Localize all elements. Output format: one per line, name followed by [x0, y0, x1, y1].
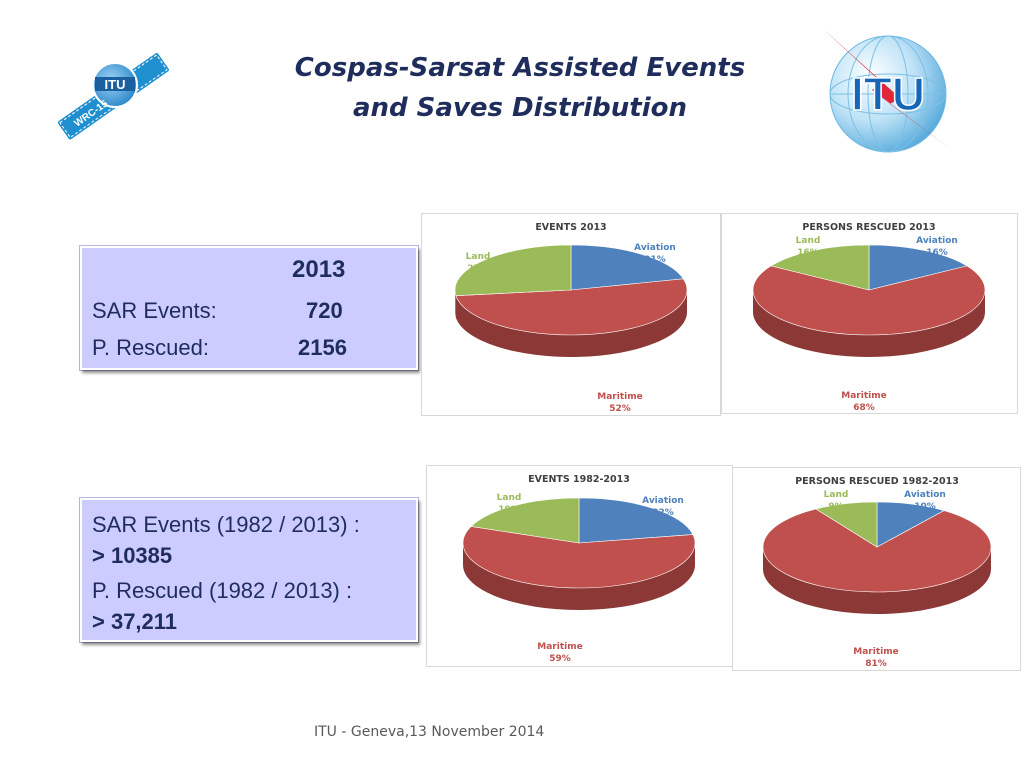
percent-label: 9% [828, 502, 843, 512]
pie-slice-maritime [762, 508, 992, 593]
category-label: Maritime [853, 647, 898, 657]
data-label-land: Land 19% [497, 493, 522, 515]
pie-slice-aviation [578, 497, 694, 544]
category-label: Maritime [597, 392, 642, 402]
title-line-2: and Saves Distribution [352, 93, 688, 123]
data-label-land: Land 27% [466, 252, 491, 274]
chart-title: EVENTS 1982-2013 [528, 474, 630, 485]
pie-slice-maritime [462, 526, 696, 589]
category-label: Maritime [537, 642, 582, 652]
chart-title: PERSONS RESCUED 1982-2013 [795, 476, 959, 487]
wrc15-satellite-logo-icon: ITU WRC-15 RA-15 [57, 46, 169, 140]
sar-events-value: 720 [306, 298, 343, 323]
category-label: Aviation [904, 490, 946, 500]
rescued-2013-chart: PERSONS RESCUED 2013 Aviation 16% Maritime 6… [721, 213, 1018, 414]
data-label-maritime: Maritime 68% [841, 391, 886, 413]
rescued-1982-2013-chart: PERSONS RESCUED 1982-2013 Aviation 10% Mari… [732, 467, 1021, 671]
category-label: Maritime [841, 391, 886, 401]
percent-label: 19% [498, 505, 520, 515]
total-persons-rescued-value: > 37,211 [92, 609, 178, 634]
persons-rescued-value: 2156 [298, 335, 347, 360]
category-label: Aviation [634, 243, 676, 253]
events-1982-2013-pie: EVENTS 1982-2013 Aviation 22% Maritime 59% La… [462, 474, 696, 664]
category-label: Land [466, 252, 491, 262]
sar-events-label: SAR Events: [92, 298, 217, 323]
pie-slice-aviation [868, 244, 968, 291]
title-line-1: Cospas-Sarsat Assisted Events [294, 53, 746, 83]
data-label-land: Land 16% [796, 236, 821, 258]
year-label: 2013 [292, 256, 346, 283]
percent-label: 16% [926, 248, 948, 258]
itu-globe-logo-icon: ITU [822, 28, 952, 153]
total-sar-events-label: SAR Events (1982 / 2013) : [92, 512, 360, 537]
percent-label: 52% [609, 404, 631, 414]
total-sar-events-value: > 10385 [92, 543, 173, 568]
data-label-aviation: Aviation 16% [916, 236, 958, 258]
percent-label: 16% [797, 248, 819, 258]
events-2013-chart: EVENTS 2013 Aviation 21% Maritime 52% Land 27% [421, 213, 721, 416]
chart-title: EVENTS 2013 [535, 222, 606, 233]
pie-slice-aviation [570, 244, 684, 291]
pie-side-maritime [763, 547, 991, 614]
chart-title: PERSONS RESCUED 2013 [802, 222, 935, 233]
data-label-maritime: Maritime 59% [537, 642, 582, 664]
category-label: Land [796, 236, 821, 246]
category-label: Land [497, 493, 522, 503]
data-label-maritime: Maritime 52% [597, 392, 642, 414]
footer-text: ITU - Geneva,13 November 2014 [314, 724, 545, 740]
pie-slice-aviation [876, 501, 945, 548]
rescued-1982-2013-pie: PERSONS RESCUED 1982-2013 Aviation 10% Mari… [762, 476, 992, 669]
total-persons-rescued-label: P. Rescued (1982 / 2013) : [92, 578, 353, 603]
pie-side-maritime [463, 543, 695, 610]
right-logo-text: ITU [851, 68, 925, 120]
percent-label: 21% [644, 255, 666, 265]
stats-total-box: SAR Events (1982 / 2013) : > 10385 P. Re… [80, 498, 418, 642]
category-label: Land [824, 490, 849, 500]
pie-slice-land [470, 497, 580, 544]
pie-slice-land [815, 501, 878, 548]
percent-label: 10% [914, 502, 936, 512]
events-2013-pie: EVENTS 2013 Aviation 21% Maritime 52% Land 27% [454, 222, 688, 414]
pie-side-land [455, 290, 456, 318]
pie-slice-maritime [752, 265, 986, 336]
percent-label: 27% [467, 264, 489, 274]
persons-rescued-label: P. Rescued: [92, 335, 210, 360]
rescued-2013-pie: PERSONS RESCUED 2013 Aviation 16% Maritime 6… [752, 222, 986, 413]
pie-side-maritime [753, 290, 985, 357]
category-label: Aviation [916, 236, 958, 246]
left-logo-text: ITU [105, 77, 126, 92]
percent-label: 81% [865, 659, 887, 669]
percent-label: 22% [652, 508, 674, 518]
category-label: Aviation [642, 496, 684, 506]
data-label-land: Land 9% [824, 490, 849, 512]
events-1982-2013-chart: EVENTS 1982-2013 Aviation 22% Maritime 59% La… [426, 465, 733, 667]
percent-label: 59% [549, 654, 571, 664]
pie-slice-land [454, 244, 572, 296]
data-label-aviation: Aviation 22% [642, 496, 684, 518]
data-label-aviation: Aviation 21% [634, 243, 676, 265]
data-label-maritime: Maritime 81% [853, 647, 898, 669]
percent-label: 68% [853, 403, 875, 413]
stats-2013-box: 2013 SAR Events: 720 P. Rescued: 2156 [80, 246, 418, 370]
data-label-aviation: Aviation 10% [904, 490, 946, 512]
page-title: Cospas-Sarsat Assisted Events and Saves … [290, 48, 750, 128]
pie-side-maritime [455, 290, 687, 357]
pie-slice-land [770, 244, 870, 291]
